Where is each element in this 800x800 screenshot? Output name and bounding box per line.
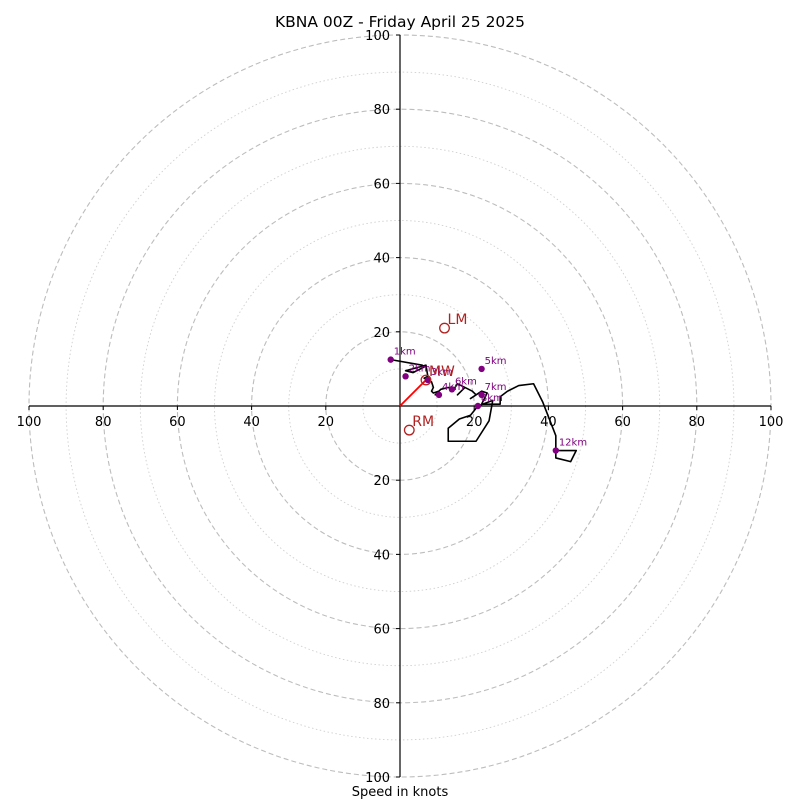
x-tick-label: 20 — [466, 415, 483, 430]
height-label-2km: 2km — [409, 363, 431, 374]
height-marker-2km — [402, 373, 409, 380]
height-label-12km: 12km — [559, 438, 587, 449]
x-axis-label: Speed in knots — [352, 785, 449, 800]
chart-title: KBNA 00Z - Friday April 25 2025 — [275, 13, 525, 31]
x-tick-label: 60 — [614, 415, 631, 430]
height-markers: 1km2km3km4km5km6km7km8km12km — [387, 347, 587, 454]
y-tick-label: 20 — [373, 474, 390, 489]
height-label-1km: 1km — [394, 347, 416, 358]
y-tick-label: 20 — [373, 326, 390, 341]
y-tick-label: 40 — [373, 548, 390, 563]
height-marker-8km — [474, 402, 482, 410]
x-tick-label: 100 — [17, 415, 42, 430]
x-tick-label: 80 — [689, 415, 706, 430]
x-tick-label: 80 — [95, 415, 112, 430]
y-tick-label: 40 — [373, 252, 390, 267]
storm-motion-label-mw: MW — [429, 364, 455, 380]
y-tick-label: 100 — [365, 771, 390, 786]
storm-motion-label-lm: LM — [448, 312, 468, 328]
storm-motion-marker-rm — [403, 424, 415, 436]
mean-wind-vector — [399, 379, 427, 407]
height-label-6km: 6km — [455, 376, 477, 387]
x-tick-label: 60 — [169, 415, 186, 430]
y-tick-label: 60 — [373, 623, 390, 638]
storm-motion-marker-mw — [420, 374, 432, 386]
x-tick-label: 100 — [759, 415, 784, 430]
height-label-5km: 5km — [485, 356, 507, 367]
hodograph-line — [390, 358, 578, 463]
storm-motion-markers: LM MW RM — [403, 312, 468, 436]
height-label-7km: 7km — [485, 382, 507, 393]
height-label-3km: 3km — [431, 367, 453, 378]
height-marker-5km — [478, 365, 485, 373]
y-tick-label: 80 — [373, 697, 390, 712]
hodograph-line-segment — [447, 399, 494, 443]
height-marker-7km — [478, 391, 485, 399]
height-marker-4km — [435, 391, 443, 399]
height-marker-3km — [424, 376, 432, 384]
tick-labels: 100 80 60 40 20 20 40 60 80 100100806040202040608… — [17, 29, 784, 786]
mean-wind-arrow — [399, 379, 427, 407]
height-marker-6km — [448, 386, 456, 393]
height-marker-1km — [387, 356, 394, 363]
storm-motion-marker-lm — [439, 322, 450, 334]
height-label-8km: 8km — [481, 393, 503, 404]
y-tick-label: 60 — [373, 177, 390, 192]
y-tick-label: 100 — [365, 29, 390, 44]
hodograph-trace — [390, 358, 578, 463]
height-marker-12km — [552, 447, 560, 454]
y-tick-label: 80 — [373, 103, 390, 118]
x-tick-label: 20 — [318, 415, 335, 430]
x-tick-label: 40 — [243, 415, 260, 430]
storm-motion-label-rm: RM — [412, 414, 434, 430]
